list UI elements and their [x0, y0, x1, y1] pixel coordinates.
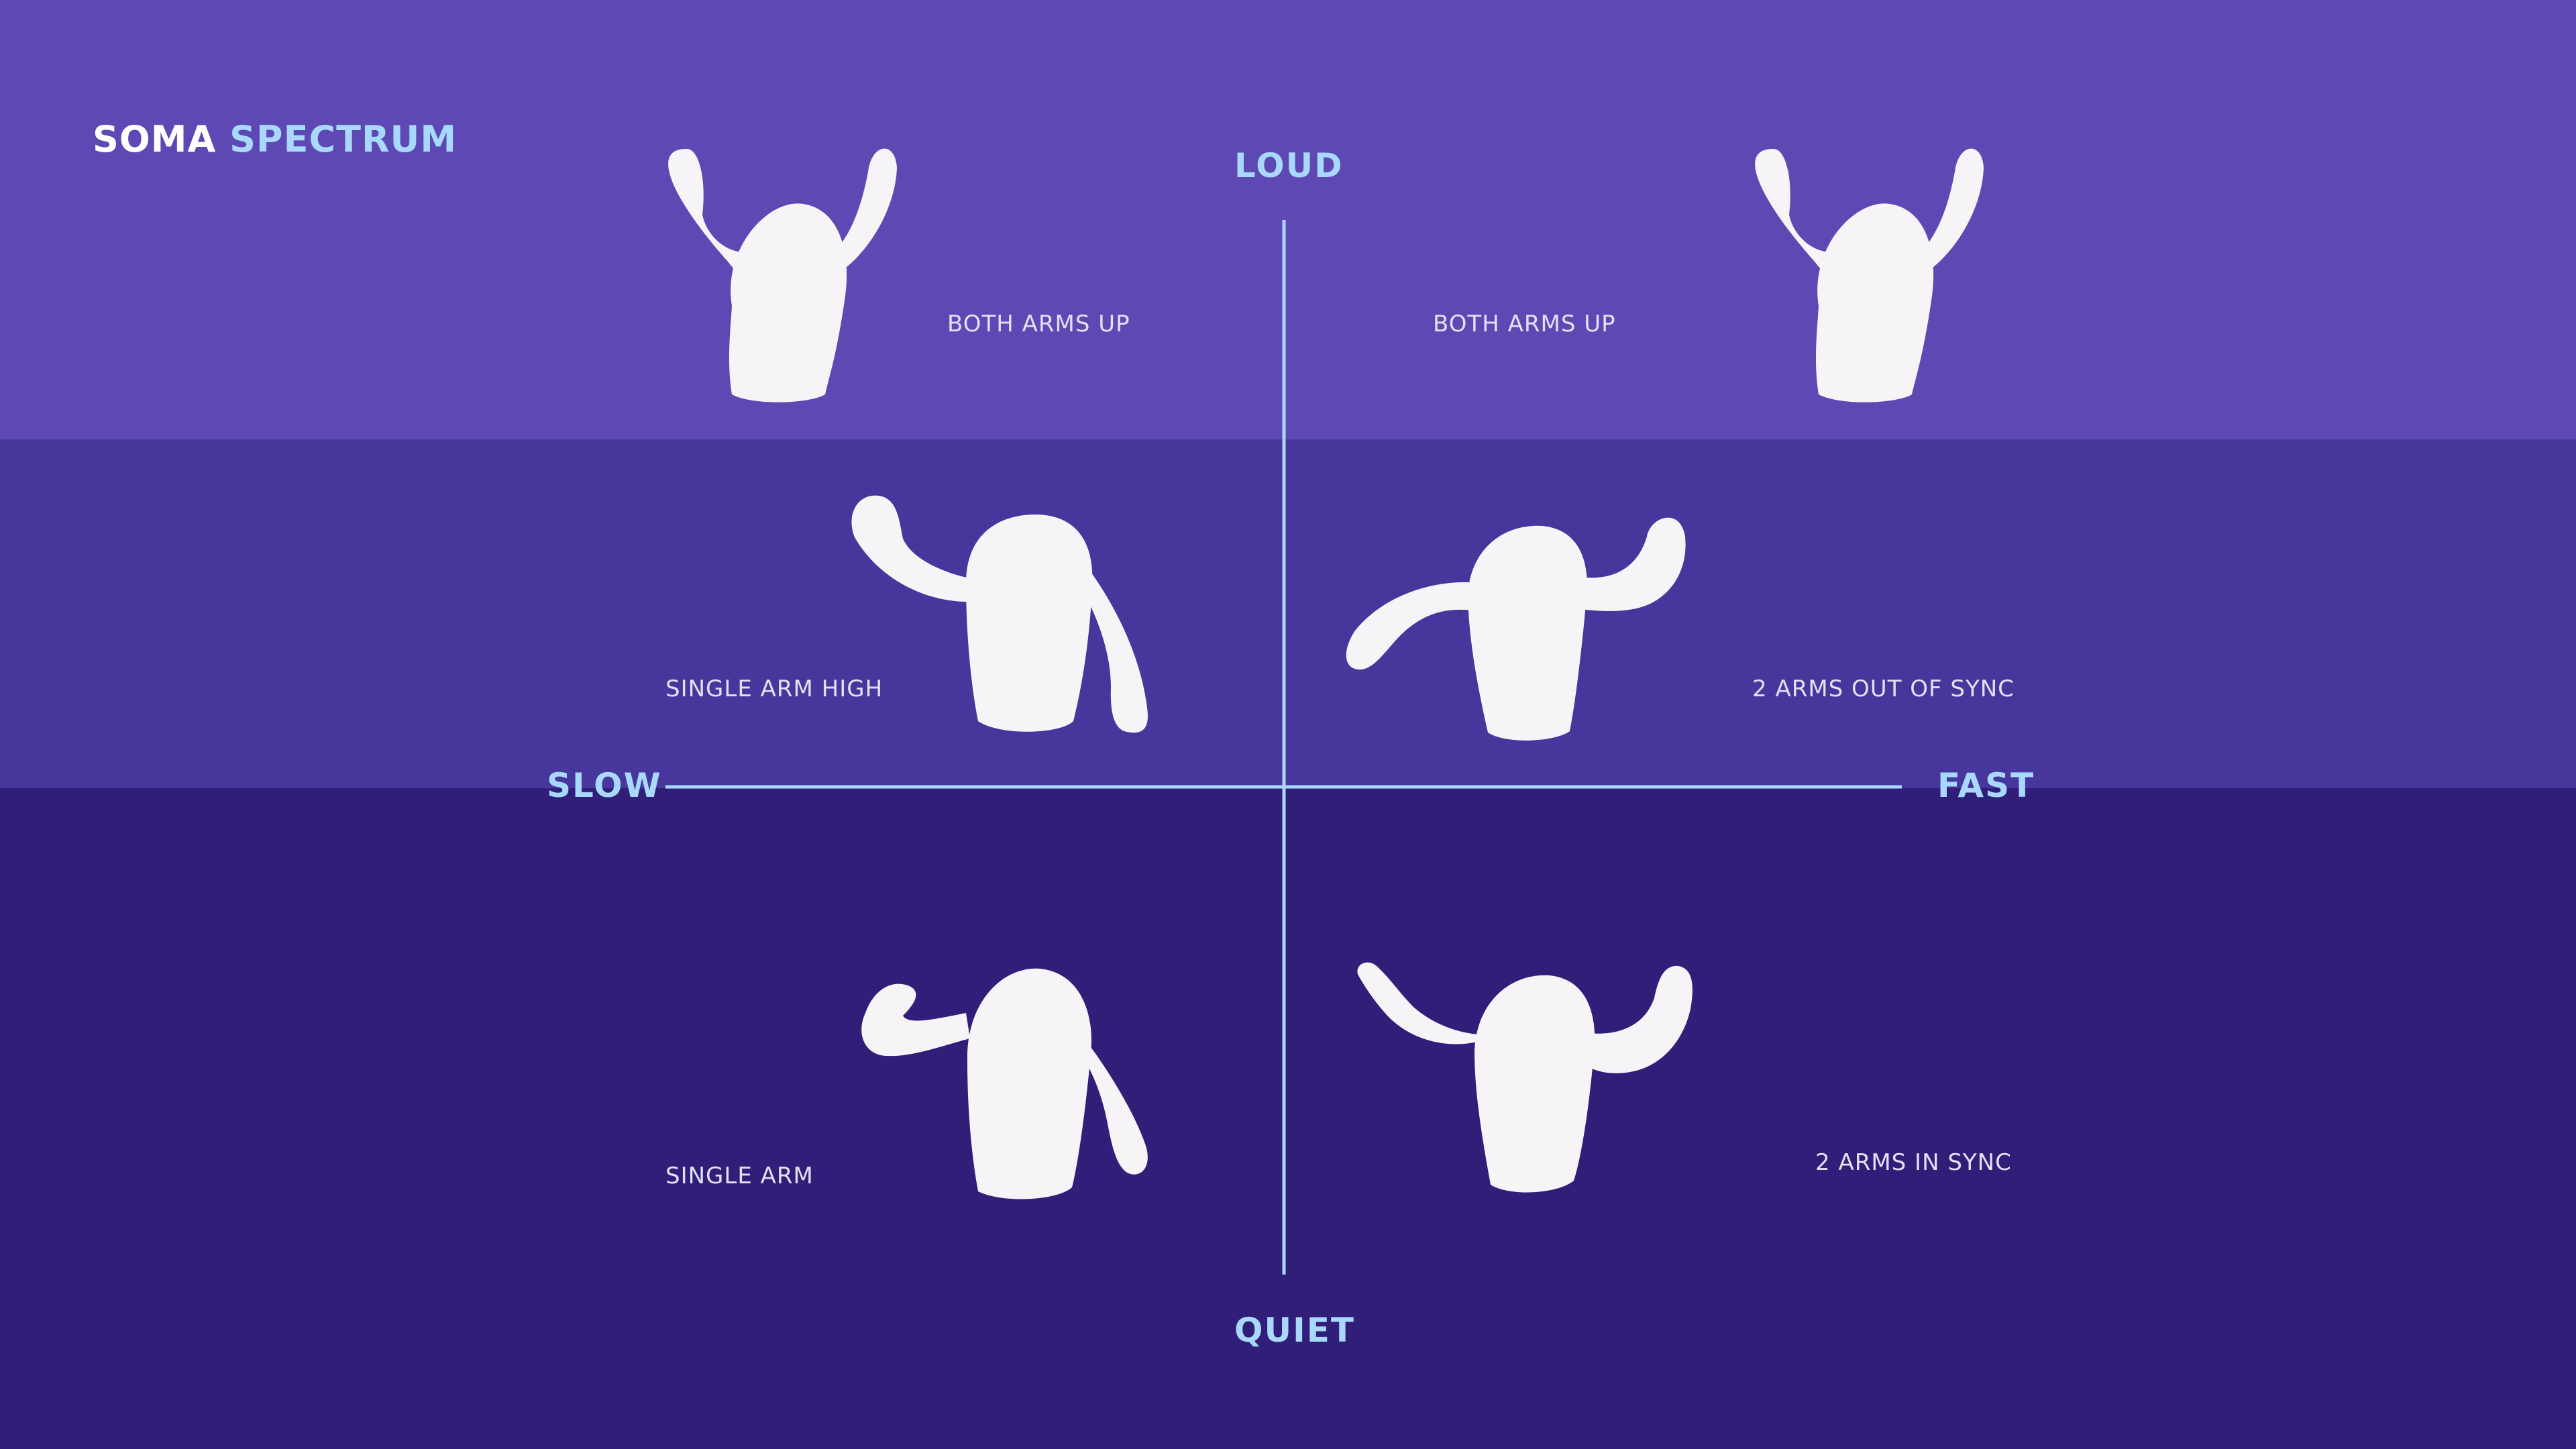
band-mid [0, 439, 2576, 788]
figure-single-arm-high [851, 495, 1148, 733]
figure-both-arms-up-slow [668, 148, 897, 402]
caption-arms-in-sync: 2 ARMS IN SYNC [1815, 1149, 2012, 1176]
figure-both-arms-up-fast [1755, 148, 1984, 402]
figure-single-arm [861, 968, 1148, 1199]
band-loud [0, 0, 2576, 439]
axis-label-slow: SLOW [547, 766, 662, 805]
caption-single-arm-high: SINGLE ARM HIGH [665, 676, 883, 702]
axis-label-fast: FAST [1937, 766, 2035, 805]
caption-single-arm: SINGLE ARM [665, 1163, 814, 1189]
caption-both-arms-up-slow: BOTH ARMS UP [947, 311, 1130, 337]
axis-label-quiet: QUIET [1234, 1311, 1355, 1350]
page-title: SOMA SPECTRUM [93, 118, 457, 160]
caption-both-arms-up-fast: BOTH ARMS UP [1433, 311, 1616, 337]
title-soma: SOMA [93, 118, 217, 160]
caption-arms-out-of-sync: 2 ARMS OUT OF SYNC [1752, 676, 2015, 702]
axis-label-loud: LOUD [1234, 146, 1344, 185]
band-quiet [0, 788, 2576, 1449]
figure-arms-in-sync [1357, 962, 1693, 1193]
title-spectrum: SPECTRUM [229, 118, 458, 160]
figure-arms-out-of-sync [1346, 517, 1686, 741]
